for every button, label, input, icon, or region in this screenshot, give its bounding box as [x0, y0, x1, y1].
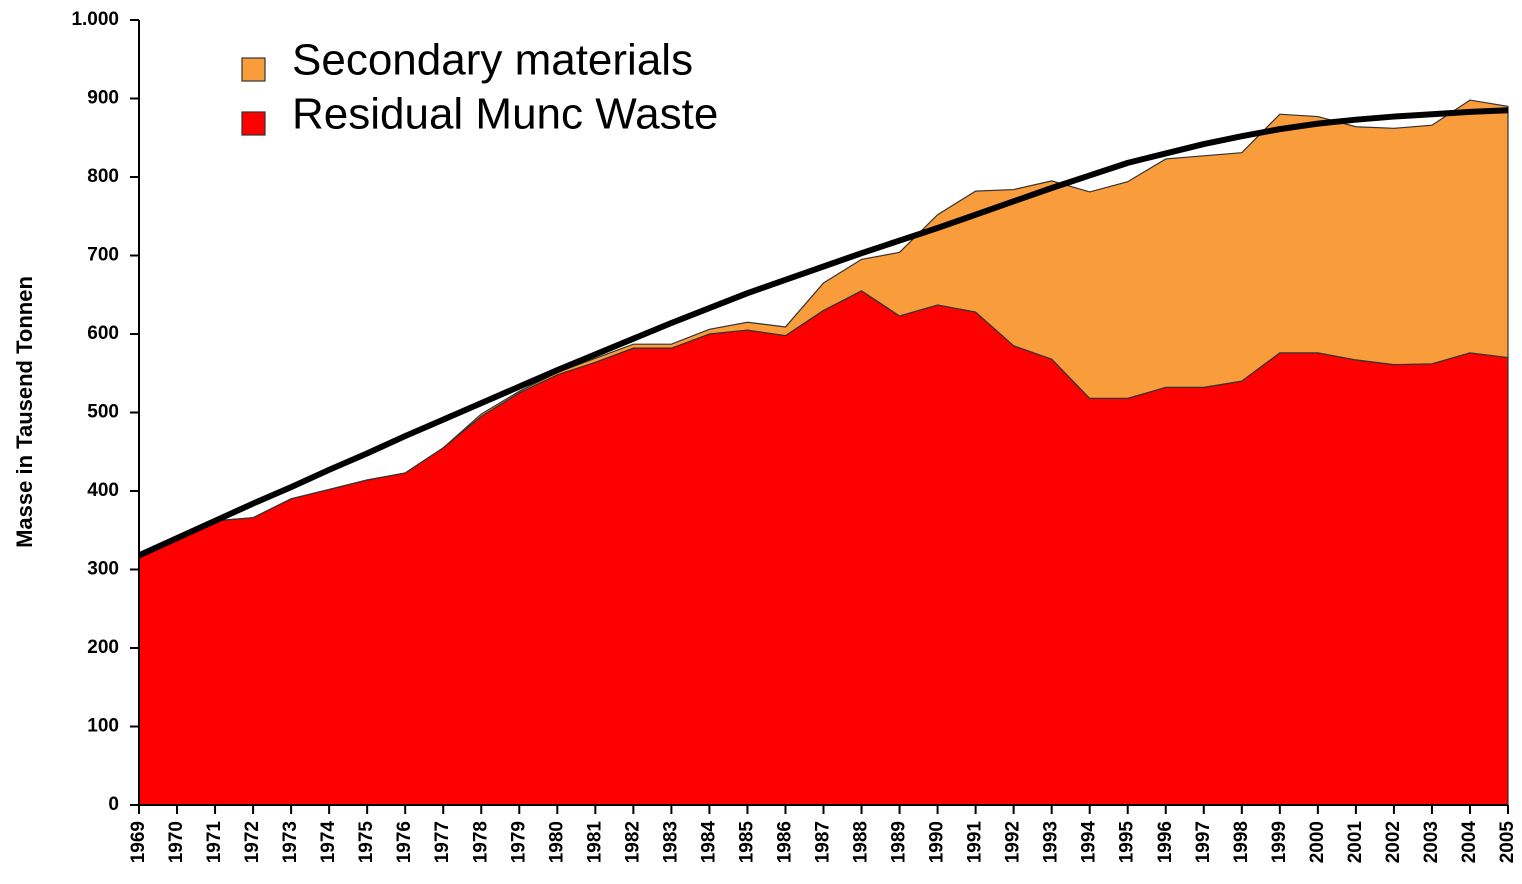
x-tick-label: 1982: [622, 821, 643, 863]
x-tick-label: 2004: [1459, 821, 1480, 864]
y-tick-label: 700: [87, 245, 119, 266]
x-tick-label: 1987: [813, 821, 834, 863]
x-tick-label: 1992: [1003, 821, 1024, 863]
x-tick-label: 1972: [242, 821, 263, 863]
x-tick-label: 1983: [660, 821, 681, 863]
x-tick-label: 1979: [508, 821, 529, 863]
y-tick-label: 800: [87, 166, 119, 187]
x-tick-label: 2003: [1421, 821, 1442, 863]
x-tick-label: 1980: [546, 821, 567, 863]
x-tick-label: 1970: [166, 821, 187, 863]
trend-line: [137, 107, 1509, 559]
x-tick-label: 1984: [698, 821, 719, 864]
legend-swatch: [241, 111, 266, 136]
y-tick-label: 100: [87, 716, 119, 737]
x-tick-label: 1988: [851, 821, 872, 863]
x-tick-label: 1985: [736, 821, 757, 864]
y-tick-label: 300: [87, 559, 119, 580]
x-tick-label: 1996: [1155, 821, 1176, 863]
x-tick-label: 1997: [1193, 821, 1214, 863]
x-tick-label: 1998: [1231, 821, 1252, 863]
x-tick-label: 1981: [584, 821, 605, 864]
y-tick-label: 0: [108, 794, 119, 815]
y-tick-label: 600: [87, 323, 119, 344]
legend-swatch: [241, 57, 266, 82]
x-tick-label: 1995: [1117, 821, 1138, 864]
x-tick-label: 1986: [774, 821, 795, 863]
x-tick-label: 1977: [432, 821, 453, 863]
x-tick-label: 2000: [1307, 821, 1328, 863]
x-tick-label: 1976: [394, 821, 415, 863]
x-tick-label: 1971: [204, 821, 225, 864]
x-tick-label: 1969: [128, 821, 149, 863]
y-axis-label: Masse in Tausend Tonnen: [12, 276, 37, 548]
legend-label: Residual Munc Waste: [292, 90, 718, 139]
x-tick-label: 1994: [1079, 821, 1100, 864]
x-tick-label: 1990: [927, 821, 948, 863]
x-tick-label: 2001: [1345, 821, 1366, 864]
x-tick-label: 1978: [470, 821, 491, 863]
x-tick-label: 2005: [1497, 821, 1518, 864]
area: [138, 290, 1509, 806]
x-tick-label: 1975: [356, 821, 377, 864]
x-tick-label: 2002: [1383, 821, 1404, 863]
x-tick-label: 1974: [318, 821, 339, 864]
x-tick-label: 1991: [965, 821, 986, 864]
area: [138, 99, 1509, 556]
y-tick-label: 500: [87, 402, 119, 423]
x-tick-label: 1999: [1269, 821, 1290, 863]
x-tick-label: 1989: [889, 821, 910, 863]
y-tick-label: 400: [87, 480, 119, 501]
y-tick-label: 200: [87, 637, 119, 658]
legend-label: Secondary materials: [292, 36, 693, 85]
y-tick-label: 1.000: [71, 9, 119, 30]
x-tick-label: 1993: [1041, 821, 1062, 863]
y-tick-label: 900: [87, 88, 119, 109]
x-tick-label: 1973: [280, 821, 301, 863]
